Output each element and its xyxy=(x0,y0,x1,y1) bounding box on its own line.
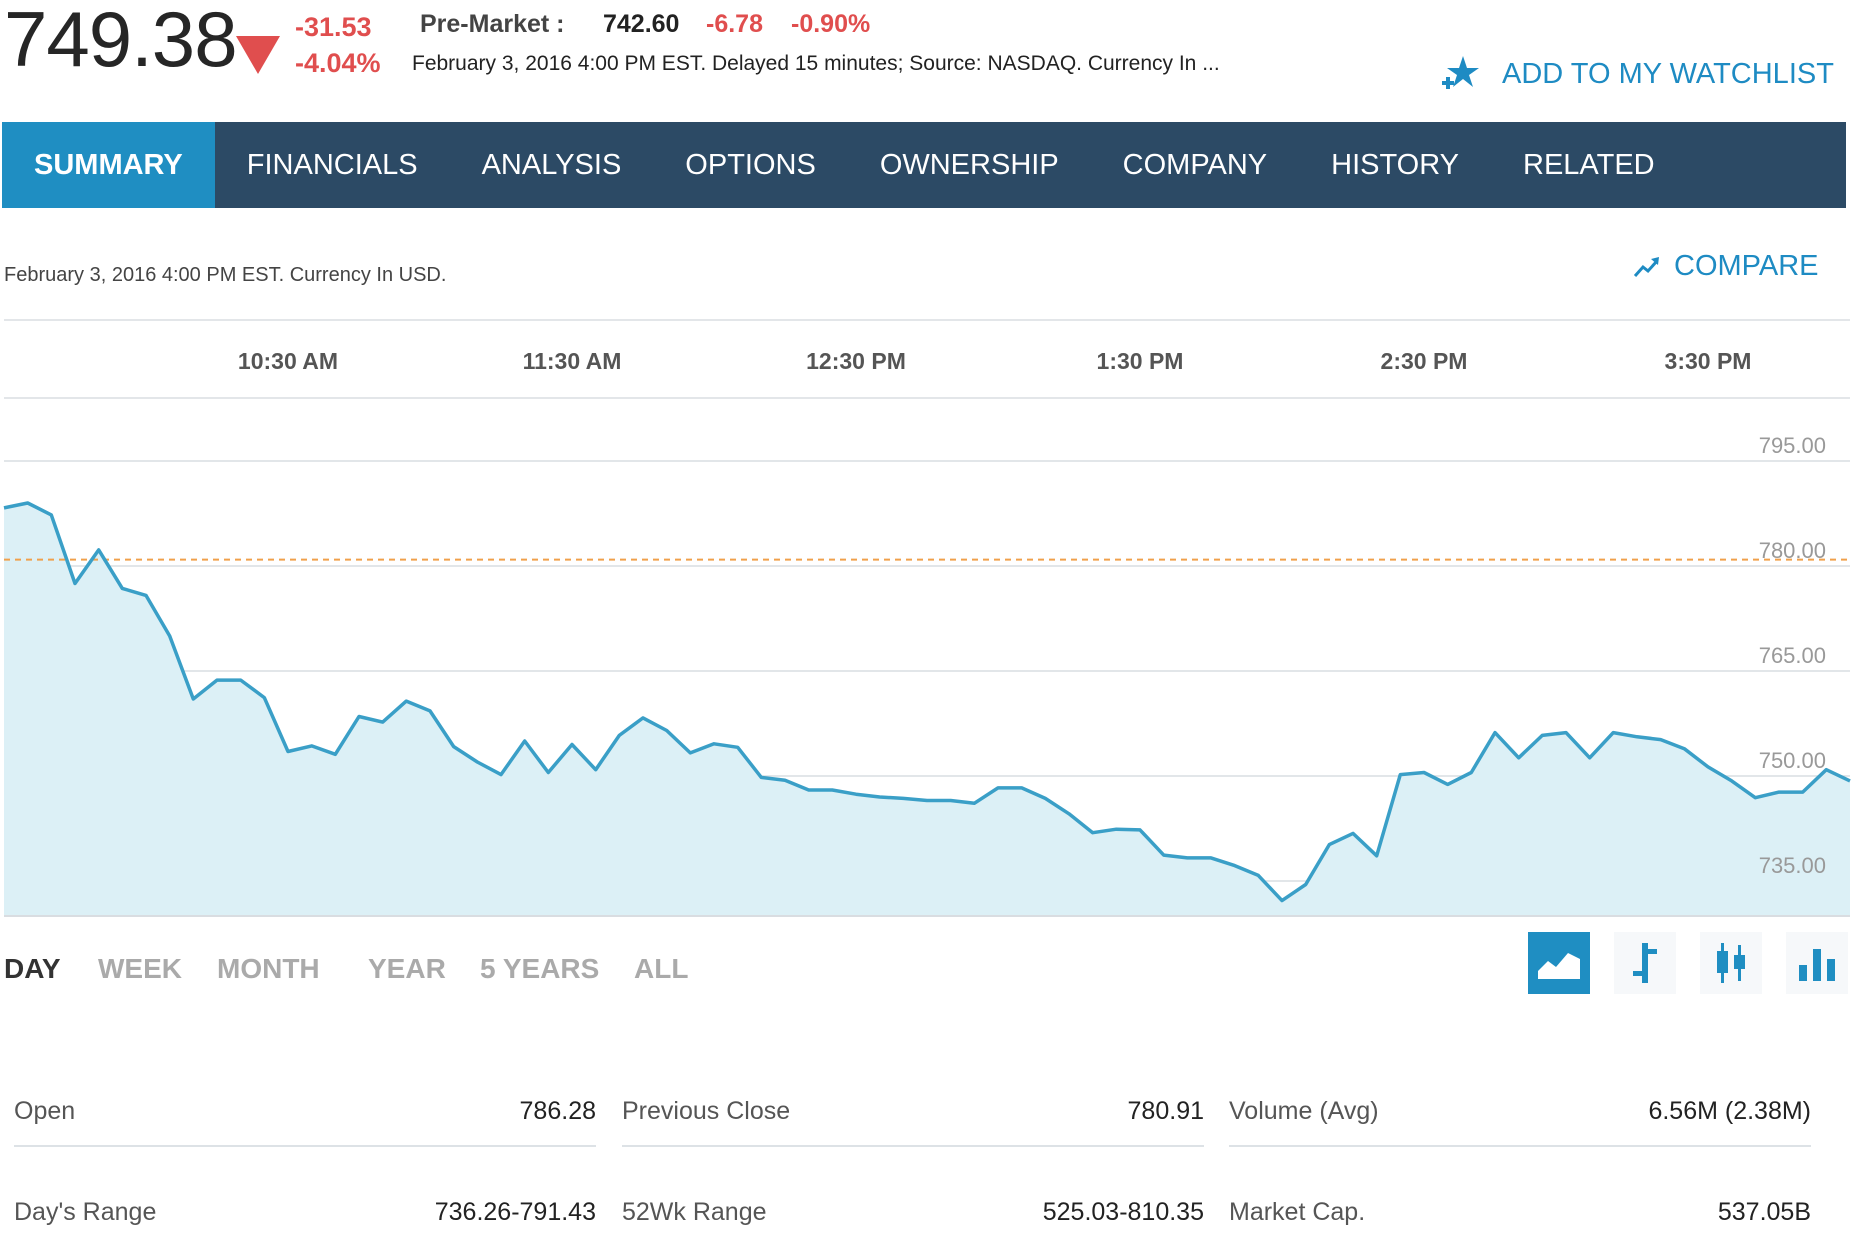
y-tick-label: 735.00 xyxy=(1759,853,1826,878)
premarket-change: -6.78 xyxy=(706,10,763,38)
range-5-years[interactable]: 5 YEARS xyxy=(480,953,600,984)
premarket-label: Pre-Market : xyxy=(420,10,565,38)
tab-company[interactable]: COMPANY xyxy=(1122,148,1268,181)
star-plus-icon xyxy=(1442,56,1479,89)
x-tick-label: 11:30 AM xyxy=(523,348,622,374)
compare-button[interactable]: COMPARE xyxy=(1634,250,1818,283)
bar-chart-icon xyxy=(1799,949,1835,981)
stat-open: Open 786.28 xyxy=(14,1077,596,1147)
tab-analysis[interactable]: ANALYSIS xyxy=(481,148,622,181)
bar-chart-button[interactable] xyxy=(1786,932,1848,994)
tab-financials[interactable]: FINANCIALS xyxy=(246,148,418,181)
x-tick-label: 1:30 PM xyxy=(1097,348,1184,374)
stat-52wk-range: 52Wk Range 525.03-810.35 xyxy=(622,1178,1204,1246)
y-tick-label: 795.00 xyxy=(1759,433,1826,458)
stat-label: Open xyxy=(14,1096,76,1125)
range-year[interactable]: YEAR xyxy=(368,953,446,984)
stat-label: Previous Close xyxy=(622,1096,791,1125)
y-axis-labels: 795.00 780.00 765.00 750.00 735.00 xyxy=(1759,433,1826,878)
price-change-percent: -4.04% xyxy=(295,48,381,78)
stat-value: 525.03-810.35 xyxy=(1042,1197,1204,1226)
range-week[interactable]: WEEK xyxy=(98,953,182,984)
x-tick-label: 12:30 PM xyxy=(806,348,906,374)
x-tick-label: 3:30 PM xyxy=(1665,348,1752,374)
tab-ownership[interactable]: OWNERSHIP xyxy=(879,148,1059,181)
stat-value: 736.26-791.43 xyxy=(434,1197,596,1226)
x-tick-label: 10:30 AM xyxy=(238,348,338,374)
compare-label: COMPARE xyxy=(1674,250,1819,282)
range-day[interactable]: DAY xyxy=(4,953,61,984)
x-axis-ticks: 10:30 AM 11:30 AM 12:30 PM 1:30 PM 2:30 PM 3:… xyxy=(238,348,1752,374)
y-tick-label: 780.00 xyxy=(1759,538,1826,563)
tab-options[interactable]: OPTIONS xyxy=(685,148,816,181)
y-tick-label: 765.00 xyxy=(1759,643,1826,668)
stat-label: Day's Range xyxy=(14,1197,157,1226)
area-chart-icon xyxy=(1538,953,1580,979)
stat-days-range: Day's Range 736.26-791.43 xyxy=(14,1178,596,1246)
add-to-watchlist-button[interactable]: ADD TO MY WATCHLIST xyxy=(1440,54,1834,94)
main-nav: SUMMARY FINANCIALS ANALYSIS OPTIONS OWNE… xyxy=(2,122,1846,208)
current-price: 749.38 xyxy=(4,0,238,83)
stat-label: Market Cap. xyxy=(1229,1197,1366,1226)
price-line xyxy=(3,501,1851,903)
premarket-price: 742.60 xyxy=(603,10,680,38)
watchlist-label: ADD TO MY WATCHLIST xyxy=(1502,57,1834,90)
area-chart-button[interactable] xyxy=(1528,932,1590,994)
stat-previous-close: Previous Close 780.91 xyxy=(622,1077,1204,1147)
down-arrow-icon xyxy=(236,36,280,74)
stat-value: 786.28 xyxy=(519,1096,596,1125)
stat-label: 52Wk Range xyxy=(622,1197,767,1226)
price-chart[interactable]: 10:30 AM 11:30 AM 12:30 PM 1:30 PM 2:30 PM 3:… xyxy=(0,316,1856,922)
y-tick-label: 750.00 xyxy=(1759,748,1826,773)
premarket-change-percent: -0.90% xyxy=(791,10,871,38)
x-tick-label: 2:30 PM xyxy=(1381,348,1468,374)
price-area-fill xyxy=(4,503,1850,916)
ohlc-chart-icon xyxy=(1633,943,1657,983)
tab-summary[interactable]: SUMMARY xyxy=(2,122,215,208)
range-month[interactable]: MONTH xyxy=(217,953,320,984)
tab-related[interactable]: RELATED xyxy=(1523,148,1655,181)
range-all[interactable]: ALL xyxy=(634,953,689,984)
chart-info-text: February 3, 2016 4:00 PM EST. Currency I… xyxy=(4,264,447,286)
candlestick-chart-icon xyxy=(1717,943,1745,983)
tab-history[interactable]: HISTORY xyxy=(1331,148,1459,181)
stat-volume: Volume (Avg) 6.56M (2.38M) xyxy=(1229,1077,1811,1147)
stat-label: Volume (Avg) xyxy=(1229,1096,1379,1125)
candlestick-chart-button[interactable] xyxy=(1700,932,1762,994)
stat-value: 537.05B xyxy=(1717,1197,1811,1226)
price-change: -31.53 xyxy=(295,12,372,42)
trend-up-icon xyxy=(1634,256,1659,277)
stat-value: 780.91 xyxy=(1127,1096,1204,1125)
stat-value: 6.56M (2.38M) xyxy=(1648,1096,1811,1125)
stat-market-cap: Market Cap. 537.05B xyxy=(1229,1178,1811,1246)
quote-timestamp: February 3, 2016 4:00 PM EST. Delayed 15… xyxy=(412,52,1220,75)
ohlc-chart-button[interactable] xyxy=(1614,932,1676,994)
